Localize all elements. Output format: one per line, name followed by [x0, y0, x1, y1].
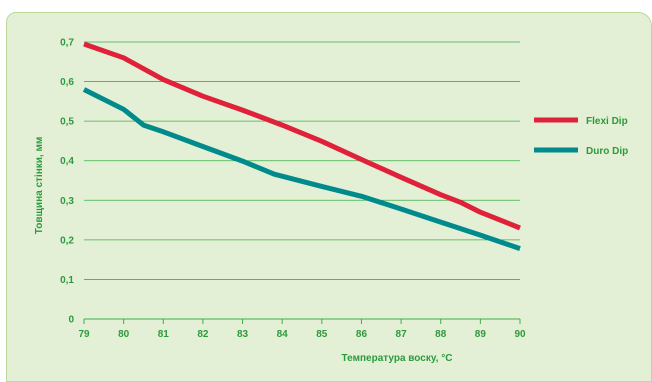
x-tick-label: 79 — [78, 329, 90, 340]
series-line-2 — [82, 87, 521, 251]
y-tick-label: 0,4 — [60, 156, 74, 167]
x-tick-label: 86 — [356, 329, 368, 340]
x-tick-label: 87 — [396, 329, 408, 340]
x-tick-label: 84 — [277, 329, 289, 340]
y-tick-label: 0,3 — [60, 196, 74, 207]
x-tick-label: 90 — [514, 329, 526, 340]
x-tick-label: 85 — [316, 329, 328, 340]
y-tick-label: 0,5 — [60, 117, 74, 128]
x-tick-label: 82 — [197, 329, 209, 340]
series-line-1 — [83, 41, 521, 231]
y-tick-label: 0,6 — [60, 77, 74, 88]
y-tick-label: 0 — [68, 315, 74, 326]
y-tick-label: 0,7 — [60, 38, 74, 49]
x-tick-label: 89 — [475, 329, 487, 340]
x-tick-label: 81 — [158, 329, 170, 340]
legend-label-2: Duro Dip — [586, 146, 628, 157]
y-tick-label: 0,2 — [60, 235, 74, 246]
chart-frame — [6, 12, 652, 382]
y-axis-title: Товщина стінки, мм — [34, 137, 45, 234]
x-tick-label: 88 — [435, 329, 447, 340]
x-tick-label: 83 — [237, 329, 249, 340]
y-tick-label: 0,1 — [60, 275, 74, 286]
x-tick-label: 80 — [118, 329, 130, 340]
x-axis-title: Температура воску, °C — [342, 353, 453, 364]
legend-label-1: Flexi Dip — [586, 116, 628, 127]
